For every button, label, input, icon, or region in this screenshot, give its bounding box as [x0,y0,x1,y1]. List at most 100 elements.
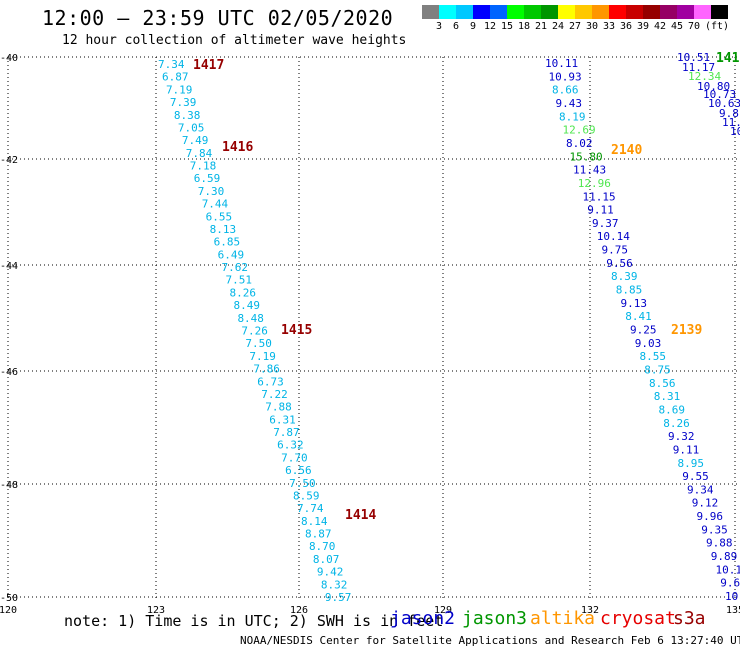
wave-height-value: 9.03 [635,337,662,350]
wave-height-value: 7.88 [265,401,292,414]
wave-height-value: 7.50 [289,477,316,490]
wave-height-value: 9.96 [697,510,724,523]
note-text: note: 1) Time is in UTC; 2) SWH is in fe… [64,612,444,630]
color-swatch [473,5,490,19]
color-swatch [507,5,524,19]
longitude-labels: 120 123 126 129 132 135 [0,605,740,616]
wave-height-value: 8.49 [233,299,260,312]
wave-height-value: 10.93 [549,70,582,83]
wave-height-value: 8.07 [313,553,340,566]
color-tick-label: 36 [619,21,633,32]
legend-cryosat: cryosat [600,608,676,629]
wave-height-value: 7.22 [261,388,288,401]
wave-height-value: 8.85 [616,284,643,297]
wave-height-value: 8.26 [663,417,690,430]
lat-label: -46 [0,367,18,378]
wave-height-value: 10.11 [545,57,578,70]
wave-height-value: 8.56 [649,377,676,390]
wave-height-value: 8.59 [293,489,320,502]
wave-height-value: 9.13 [621,297,648,310]
wave-height-value: 8.75 [644,363,671,376]
wave-height-value: 7.26 [241,325,267,338]
wave-height-value: 9.42 [317,566,344,579]
wave-height-value: 9.88 [706,537,733,550]
color-tick-label: 70 [687,21,701,32]
wave-height-value: 7.51 [226,274,253,287]
color-swatch [626,5,643,19]
color-tick-label: 18 [517,21,531,32]
wave-height-value: 7.70 [281,451,308,464]
wave-height-value: 7.05 [178,121,205,134]
color-tick-label: 24 [551,21,565,32]
wave-height-value: 9.55 [682,470,709,483]
color-tick-label: 9 [469,21,477,32]
color-tick-label: 27 [568,21,582,32]
wave-height-value: 7.84 [186,147,213,160]
latitude-labels: -40 -42 -44 -46 -48 -50 [0,53,18,604]
wave-height-value: 8.13 [210,223,237,236]
color-tick-label: 42 [653,21,667,32]
color-swatch [439,5,456,19]
color-tick-label: 12 [483,21,497,32]
wave-height-value: 7.39 [170,96,197,109]
wave-height-value: 7.62 [222,261,249,274]
wave-height-value: 6.55 [206,210,233,223]
wave-height-value: 8.26 [229,286,256,299]
wave-height-value: 10. [725,590,740,603]
wave-height-value: 8.41 [625,310,652,323]
wave-height-value: 8.32 [321,578,348,591]
track-time-label: 2139 [671,323,702,338]
map-grid [7,56,740,600]
wave-height-value: 7.86 [253,363,280,376]
wave-height-value: 10.63 [708,97,740,110]
wave-height-value: 7.19 [249,350,276,363]
page-title: 12:00 – 23:59 UTC 02/05/2020 [42,6,394,30]
wave-height-value: 9.34 [687,483,714,496]
wave-height-value: 8.48 [237,312,264,325]
color-swatch [541,5,558,19]
wave-height-value: 11.43 [573,164,606,177]
wave-height-value: 8.55 [640,350,667,363]
track-time-label: 1417 [193,58,224,73]
wave-height-value: 8.95 [678,457,705,470]
wave-height-value: 7.18 [190,160,217,173]
footer-credit: NOAA/NESDIS Center for Satellite Applica… [240,634,740,647]
wave-height-value: 9.56 [606,257,633,270]
color-tick-label: 39 [636,21,650,32]
wave-height-value: 7.19 [166,83,193,96]
wave-height-value: 6.56 [285,464,312,477]
wave-height-value: 10.73 [703,88,736,101]
color-swatch [660,5,677,19]
wave-height-value: 10 [730,125,740,138]
wave-height-value: 6.73 [257,375,284,388]
color-swatch [609,5,626,19]
page-subtitle: 12 hour collection of altimeter wave hei… [62,33,407,48]
lon-label: 129 [434,605,452,616]
color-swatch [694,5,711,19]
wave-height-value: 9.32 [668,430,695,443]
wave-height-value: 10.80 [697,80,730,93]
lat-label: -50 [0,593,18,604]
wave-height-value: 9.35 [701,523,728,536]
lon-label: 132 [581,605,599,616]
lon-label: 120 [0,605,17,616]
wave-height-value: 7.30 [198,185,225,198]
wave-height-value: 8.02 [566,137,593,150]
wave-height-value: 12.69 [563,124,596,137]
wave-height-value: 7.34 [158,58,185,71]
wave-height-value: 8.69 [659,403,686,416]
color-swatch [524,5,541,19]
lat-label: -42 [0,155,18,166]
wave-height-value: 8.70 [309,540,336,553]
track-time-label: 1415 [281,323,312,338]
lat-label: -40 [0,53,18,64]
color-swatch [456,5,473,19]
wave-height-value: 7.74 [297,502,324,515]
legend-s3a: s3a [673,608,706,629]
wave-height-value: 6.49 [218,248,245,261]
wave-height-value: 6.87 [162,71,189,84]
wave-height-value: 10.16 [716,563,740,576]
wave-height-value: 6.32 [277,439,304,452]
color-tick-label: 6 [452,21,460,32]
